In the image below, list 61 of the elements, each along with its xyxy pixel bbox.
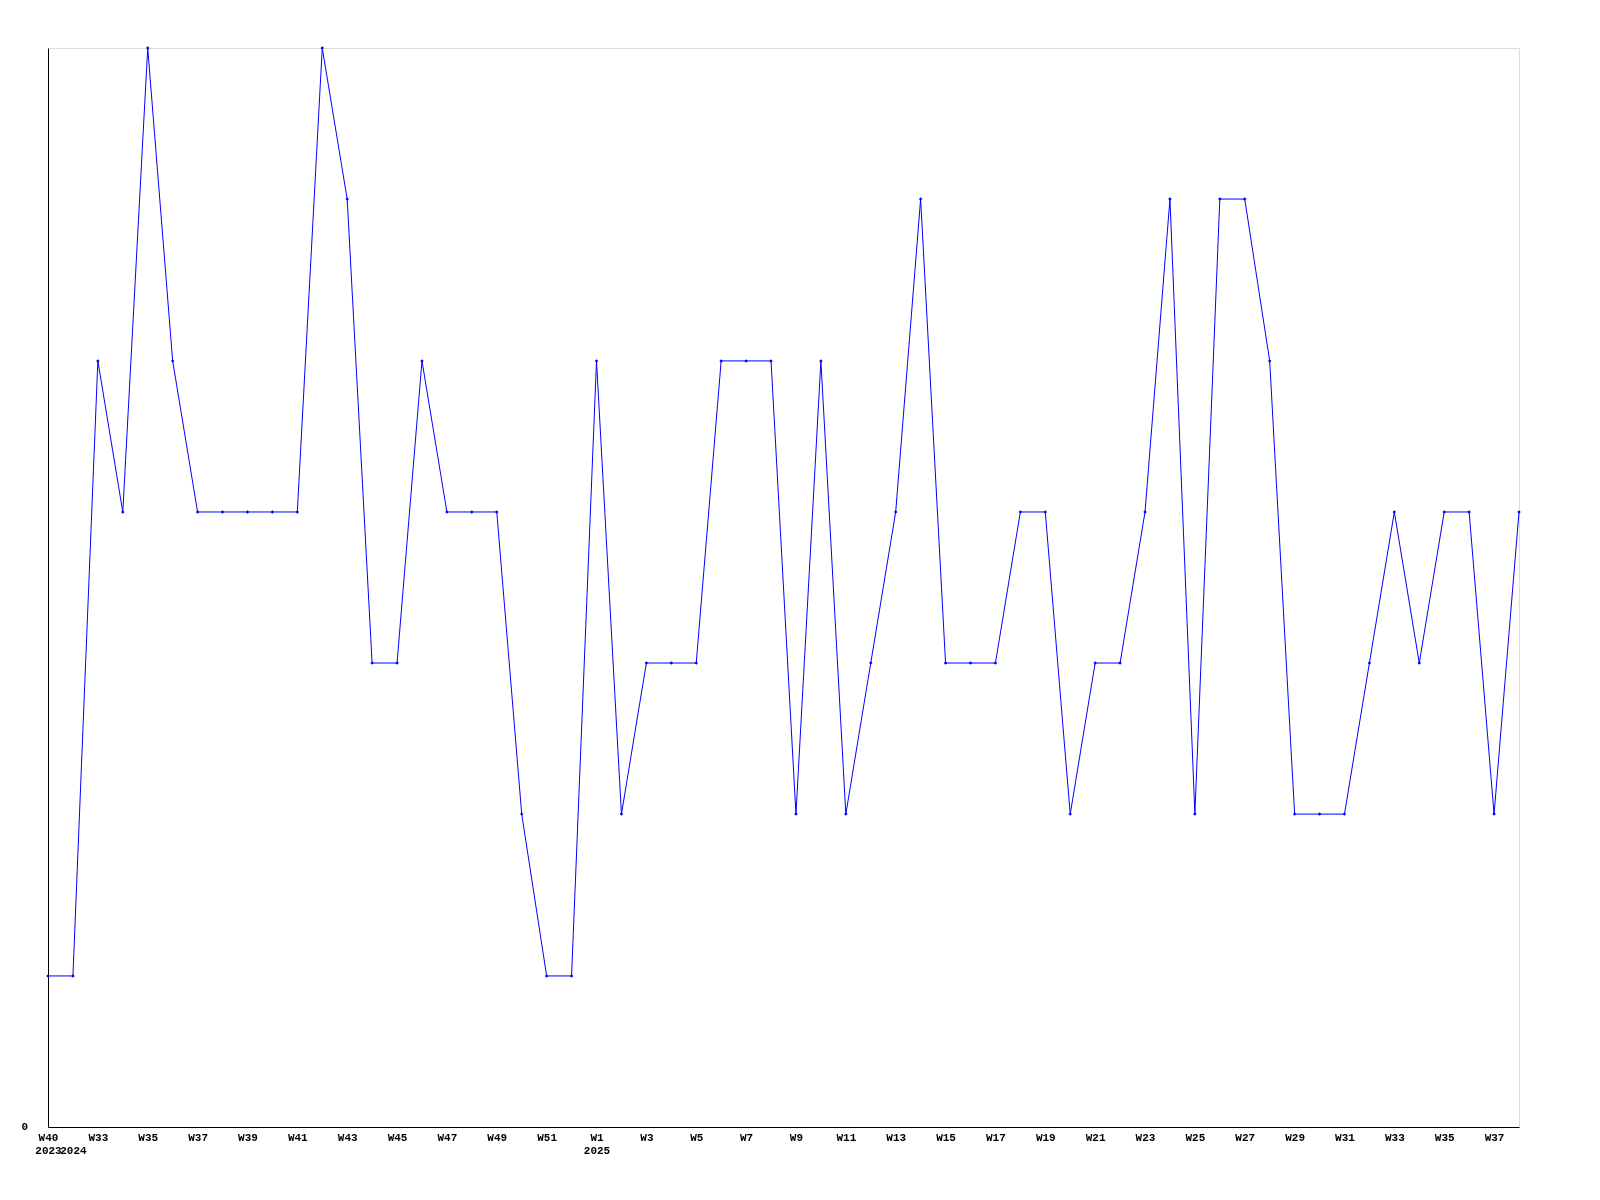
point: [544, 974, 549, 978]
x-tick-label: W17: [986, 1131, 1006, 1144]
point: [1018, 510, 1023, 514]
point: [1043, 510, 1048, 514]
point: [918, 197, 923, 201]
x-tick-label: W43: [337, 1131, 358, 1144]
point: [993, 661, 998, 665]
x-tick-label: W33: [88, 1131, 109, 1144]
point: [245, 510, 250, 514]
point: [1267, 359, 1272, 363]
text: 0: [21, 1121, 28, 1133]
point: [195, 510, 200, 514]
point: [1392, 510, 1397, 514]
point: [594, 359, 599, 363]
point: [943, 661, 948, 665]
x-tick-label: W21: [1085, 1131, 1106, 1144]
point: [270, 510, 275, 514]
x-tick-label: W35: [1434, 1131, 1455, 1144]
point: [1342, 812, 1347, 816]
x-tick-label: W49: [487, 1131, 508, 1144]
x-tick-label: W9: [789, 1131, 804, 1144]
x-tick-label: W23: [1135, 1131, 1156, 1144]
x-tick-label: W13: [886, 1131, 907, 1144]
point: [170, 359, 175, 363]
x-tick-label: W25: [1185, 1131, 1206, 1144]
point: [1068, 812, 1072, 816]
x-tick-label: W19: [1035, 1131, 1056, 1144]
x-tick-label: W1 2025: [583, 1131, 611, 1157]
point: [644, 661, 649, 665]
x-tick-label: W33: [1384, 1131, 1406, 1144]
point: [893, 510, 898, 514]
point: [619, 812, 624, 816]
x-tick-label: W47: [437, 1131, 458, 1144]
x-tick-label: W37: [188, 1131, 208, 1144]
x-tick-label: W35: [138, 1131, 159, 1144]
x-tick-label: W29: [1285, 1131, 1306, 1144]
x-tick-label: 2024: [60, 1144, 88, 1157]
x-tick-label: W3: [640, 1131, 654, 1144]
point: [968, 661, 973, 665]
point: [669, 661, 674, 665]
point: [1367, 661, 1372, 665]
x-tick-label: W15: [936, 1131, 957, 1144]
x-tick-label: W7: [740, 1131, 754, 1144]
point: [1417, 661, 1421, 665]
x-tick-label: W51: [537, 1131, 558, 1144]
x-tick-label: W37: [1484, 1131, 1505, 1144]
point: [1317, 812, 1322, 816]
point: [1243, 197, 1247, 201]
x-tick-label: W41: [287, 1131, 309, 1144]
point: [519, 812, 524, 816]
point: [220, 510, 225, 514]
point: [295, 510, 300, 514]
x-tick-label: W11: [836, 1131, 857, 1144]
point: [146, 46, 150, 50]
x-tick-label: W5: [690, 1131, 704, 1144]
x-tick-label: W45: [387, 1131, 408, 1144]
x-tick-label: W39: [238, 1131, 258, 1144]
point: [569, 974, 574, 978]
point: [1292, 812, 1297, 816]
x-tick-label: W31: [1335, 1131, 1356, 1144]
x-tick-label: W27: [1235, 1131, 1256, 1144]
